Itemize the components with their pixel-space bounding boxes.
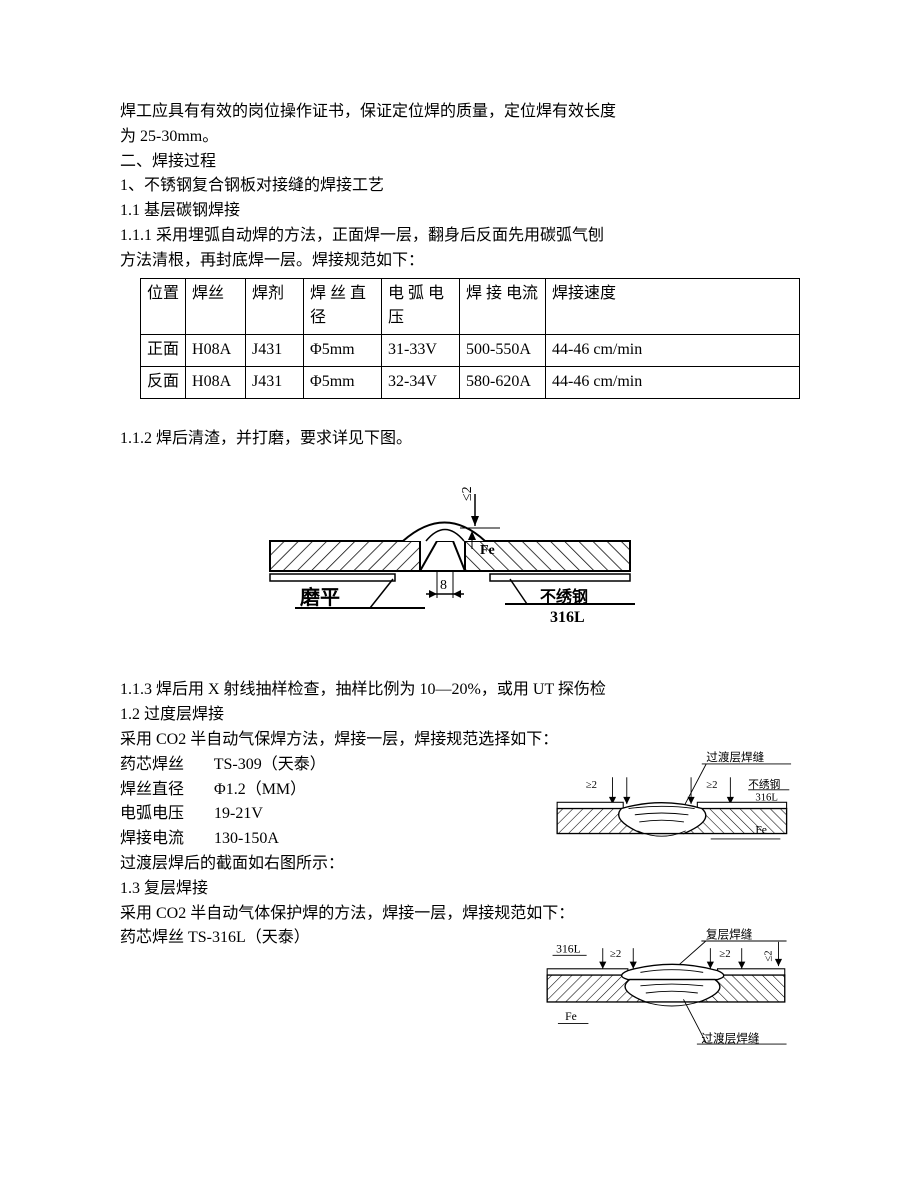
kv-dia-label: 焊丝直径 [120,778,210,803]
td: Φ5mm [304,366,382,398]
svg-text:≥2: ≥2 [719,948,730,960]
dim-gap: 8 [440,578,447,593]
kv-wire-label: 药芯焊丝 [120,753,210,778]
sec113-l1: 1.1.3 焊后用 X 射线抽样检查，抽样比例为 10—20%，或用 UT 探伤… [120,678,800,703]
td: H08A [186,366,246,398]
td: J431 [246,335,304,367]
td: Φ5mm [304,335,382,367]
table-header-row: 位置 焊丝 焊剂 焊 丝 直径 电 弧 电压 焊 接 电流 焊接速度 [141,278,800,335]
label-fe: Fe [480,543,495,558]
svg-text:≤2: ≤2 [762,951,774,962]
intro-l5: 1.1 基层碳钢焊接 [120,199,800,224]
th: 焊剂 [246,278,304,335]
intro-l4: 1、不锈钢复合钢板对接缝的焊接工艺 [120,174,800,199]
label-grind: 磨平 [300,585,340,609]
th: 位置 [141,278,186,335]
th: 焊 接 电流 [460,278,546,335]
th: 电 弧 电压 [382,278,460,335]
svg-text:316L: 316L [755,791,778,803]
intro-l1: 焊工应具有有效的岗位操作证书，保证定位焊的质量，定位焊有效长度 [120,100,800,125]
kv-wire-val: TS-309（天泰） [214,756,326,773]
td: 44-46 cm/min [546,335,800,367]
td: 31-33V [382,335,460,367]
kv-amp-label: 焊接电流 [120,827,210,852]
sec112: 1.1.2 焊后清渣，并打磨，要求详见下图。 [120,427,800,452]
diagram-1: ≤2 Fe 8 磨平 不绣钢 316L [120,486,800,655]
td: 反面 [141,366,186,398]
table-row: 正面 H08A J431 Φ5mm 31-33V 500-550A 44-46 … [141,335,800,367]
td: 32-34V [382,366,460,398]
th: 焊丝 [186,278,246,335]
td: 580-620A [460,366,546,398]
dim-top: ≤2 [460,486,475,501]
td: J431 [246,366,304,398]
label-steel2: 316L [550,609,585,626]
svg-text:316L: 316L [556,943,581,956]
intro-l7: 方法清根，再封底焊一层。焊接规范如下： [120,249,800,274]
td: 正面 [141,335,186,367]
th: 焊 丝 直径 [304,278,382,335]
diagram-2: 过渡层焊缝 ≥2 ≥2 不绣钢 316L Fe [550,743,800,892]
td: 500-550A [460,335,546,367]
spec-table: 位置 焊丝 焊剂 焊 丝 直径 电 弧 电压 焊 接 电流 焊接速度 正面 H0… [140,278,800,399]
td: H08A [186,335,246,367]
svg-text:不绣钢: 不绣钢 [748,778,780,791]
table-row: 反面 H08A J431 Φ5mm 32-34V 580-620A 44-46 … [141,366,800,398]
intro-l6: 1.1.1 采用埋弧自动焊的方法，正面焊一层，翻身后反面先用碳弧气刨 [120,224,800,249]
sec113-l2: 1.2 过度层焊接 [120,703,800,728]
svg-text:≥2: ≥2 [610,948,621,960]
svg-text:复层焊缝: 复层焊缝 [706,928,753,942]
svg-text:Fe: Fe [565,1010,577,1023]
svg-text:过渡层焊缝: 过渡层焊缝 [701,1032,760,1046]
kv-volt-label: 电弧电压 [120,802,210,827]
th: 焊接速度 [546,278,800,335]
svg-text:≥2: ≥2 [586,779,597,791]
svg-text:Fe: Fe [755,823,767,836]
svg-text:过渡层焊缝: 过渡层焊缝 [706,750,764,764]
intro-l3: 二、焊接过程 [120,150,800,175]
kv-dia-val: Φ1.2（MM） [214,781,306,798]
kv-volt-val: 19-21V [214,805,263,822]
intro-l2: 为 25-30mm。 [120,125,800,150]
kv-amp-val: 130-150A [214,830,279,847]
td: 44-46 cm/min [546,366,800,398]
diagram-3: 复层焊缝 316L ≥2 ≥2 ≤2 [540,918,800,1077]
svg-text:≥2: ≥2 [706,779,717,791]
